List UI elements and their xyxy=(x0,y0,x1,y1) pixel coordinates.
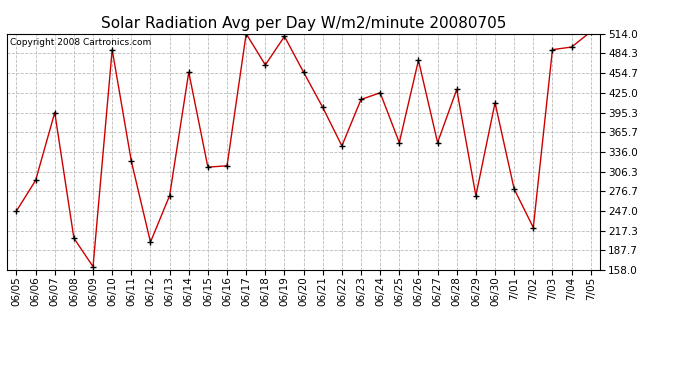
Title: Solar Radiation Avg per Day W/m2/minute 20080705: Solar Radiation Avg per Day W/m2/minute … xyxy=(101,16,506,31)
Text: Copyright 2008 Cartronics.com: Copyright 2008 Cartronics.com xyxy=(10,39,151,48)
